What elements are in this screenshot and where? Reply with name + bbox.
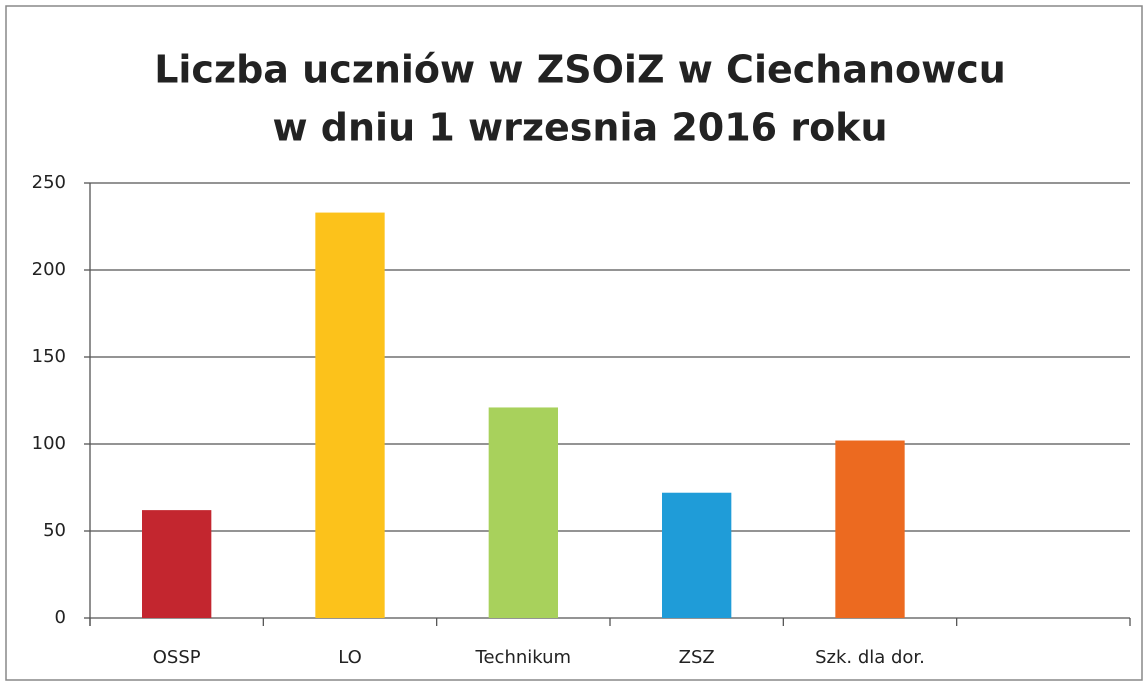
y-tick-label: 0 <box>55 607 66 628</box>
bar <box>315 212 385 618</box>
y-tick-label: 50 <box>43 520 66 541</box>
bar <box>835 440 905 618</box>
y-tick-label: 100 <box>32 433 66 454</box>
x-tick-label: ZSZ <box>679 647 715 668</box>
bar <box>142 510 212 618</box>
y-tick-label: 150 <box>32 346 66 367</box>
x-tick-label: Szk. dla dor. <box>815 647 925 668</box>
x-tick-label: Technikum <box>475 647 572 668</box>
y-tick-label: 250 <box>32 172 66 193</box>
chart-title: Liczba uczniów w ZSOiZ w Ciechanowcu <box>154 48 1006 92</box>
chart-title: w dniu 1 wrzesnia 2016 roku <box>272 106 887 150</box>
x-tick-label: OSSP <box>153 647 201 668</box>
y-tick-label: 200 <box>32 259 66 280</box>
bar <box>488 407 558 618</box>
x-tick-label: LO <box>338 647 362 668</box>
bar <box>662 492 732 618</box>
